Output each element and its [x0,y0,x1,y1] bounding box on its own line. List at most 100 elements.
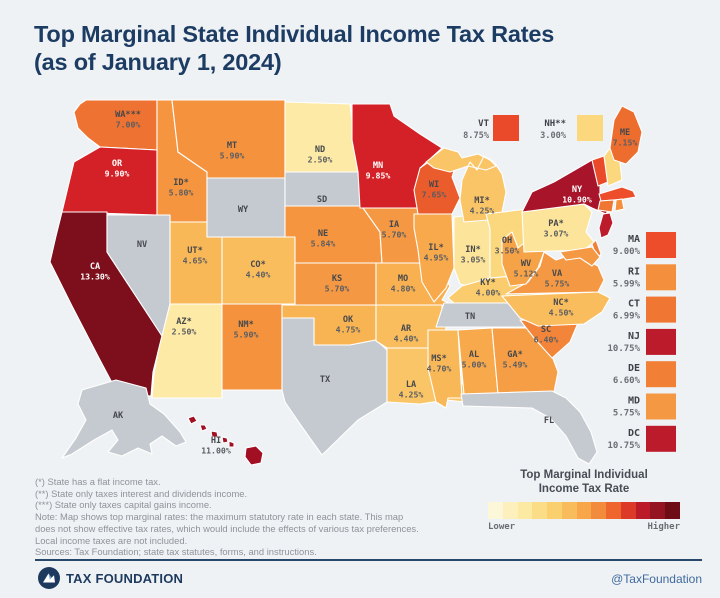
state-ak [61,379,187,459]
state-nm [221,303,283,391]
state-label-ks: KS 5.70% [325,274,350,294]
legend-higher-label: Higher [647,522,680,532]
state-ct [597,199,615,213]
title-line1: Top Marginal State Individual Income Tax… [34,21,555,47]
state-label-hi: HI 11.00% [201,436,231,456]
state-label-ak: AK [113,411,124,421]
legend-ramp-swatch [502,502,518,519]
state-label-me: ME 7.15% [613,128,638,148]
legend-ramp-swatch [665,502,680,519]
state-label-in: IN* 3.05% [461,245,486,265]
side-square-de [646,361,676,388]
callout-label-vt: VT 8.75% [463,119,490,141]
state-il [413,213,455,303]
side-label-dc: DC 10.75% [607,428,640,451]
footnote-capital-gains: (***) State only taxes capital gains inc… [35,499,212,511]
state-label-oh: OH 3.50% [495,236,520,256]
legend-ramp-swatch [591,502,607,519]
footnote-sources: Sources: Tax Foundation; state tax statu… [35,546,317,558]
state-label-tn: TN [465,312,475,322]
state-label-fl: FL [544,416,554,426]
state-label-co: CO* 4.40% [246,260,271,280]
state-label-al: AL 5.00% [462,350,487,370]
legend-lower-label: Lower [488,522,516,532]
state-label-ut: UT* 4.65% [183,246,208,266]
state-label-az: AZ* 2.50% [172,317,197,337]
title-line2: (as of January 1, 2024) [34,49,282,75]
state-label-pa: PA* 3.07% [544,219,569,239]
side-label-nj: NJ 10.75% [607,331,640,354]
state-label-ia: IA 5.70% [382,220,407,240]
page-title: Top Marginal State Individual Income Tax… [34,20,554,76]
state-label-ga: GA* 5.49% [503,350,528,370]
side-label-de: DE 6.60% [613,363,641,386]
state-label-va: VA 5.75% [545,269,570,289]
state-label-wa: WA*** 7.00% [115,110,141,130]
state-label-mi: MI* 4.25% [470,196,495,216]
state-label-ny: NY 10.90% [562,185,592,205]
state-label-tx: TX [320,375,331,385]
legend-ramp-swatch [620,502,636,519]
state-label-ms: MS* 4.70% [427,354,452,374]
side-label-ct: CT 6.99% [613,299,641,322]
twitter-handle: @TaxFoundation [611,572,702,586]
side-label-ma: MA 9.00% [613,234,641,257]
callout-label-nh: NH** 3.00% [540,119,567,141]
legend-ramp-swatch [547,502,562,519]
state-label-ca: CA 13.30% [80,262,110,282]
state-label-ky: KY* 4.00% [476,278,501,298]
state-label-nv: NV [137,240,147,250]
side-square-dc [646,425,676,452]
footnote-note-line2: does not show effective tax rates, which… [35,522,419,534]
state-label-nd: ND 2.50% [308,145,333,165]
legend-title-line1: Top Marginal Individual [520,469,648,481]
legend-ramp-swatch [650,502,666,519]
legend-title-line2: Income Tax Rate [538,483,630,495]
state-label-or: OR 9.90% [105,159,130,179]
state-label-wi: WI 7.65% [422,180,447,200]
callout-square-nh [577,115,603,141]
tax-foundation-logo-icon [38,567,60,589]
footer-divider [35,559,702,561]
state-label-ok: OK 4.75% [336,315,361,335]
state-ma [598,186,637,202]
legend-ramp-swatch [606,502,621,519]
legend-ramp-swatch [488,502,503,519]
state-label-nm: NM* 5.90% [234,320,259,340]
legend-ramp-swatch [532,502,548,519]
side-label-md: MD 5.75% [613,396,641,419]
footnote-interest-dividends: (**) State only taxes interest and divid… [35,487,248,499]
state-pa [521,203,595,253]
legend-ramp-swatch [576,502,592,519]
state-hi [187,415,264,466]
state-me [609,105,643,165]
callout-square-vt [493,115,519,141]
state-nj [598,212,614,239]
state-label-wy: WY [238,205,249,215]
state-ri [614,198,625,212]
state-label-il: IL* 4.95% [424,243,449,263]
state-label-mt: MT 5.90% [220,141,245,161]
state-label-la: LA 4.25% [399,380,424,400]
legend-ramp-swatch [561,502,577,519]
side-square-md [646,393,676,420]
state-label-mn: MN 9.85% [366,161,391,181]
state-label-ar: AR 4.40% [394,324,419,344]
legend-ramp-swatch [517,502,533,519]
side-square-ma [646,232,676,258]
state-label-mo: MO 4.80% [391,274,416,294]
state-label-nc: NC* 4.50% [549,298,574,318]
state-label-sc: SC 6.40% [534,325,559,345]
footnote-note-line3: Local income taxes are not included. [35,534,188,546]
legend-color-ramp [488,502,680,519]
state-label-sd: SD [317,195,327,205]
side-square-ri [646,264,676,291]
brand-name: TAX FOUNDATION [66,570,184,586]
state-label-ne: NE 5.84% [311,229,336,249]
legend: Top Marginal Individual Income Tax Rate … [483,468,685,532]
state-nc [501,291,611,327]
side-label-ri: RI 5.99% [613,266,641,289]
legend-ramp-swatch [635,502,651,519]
